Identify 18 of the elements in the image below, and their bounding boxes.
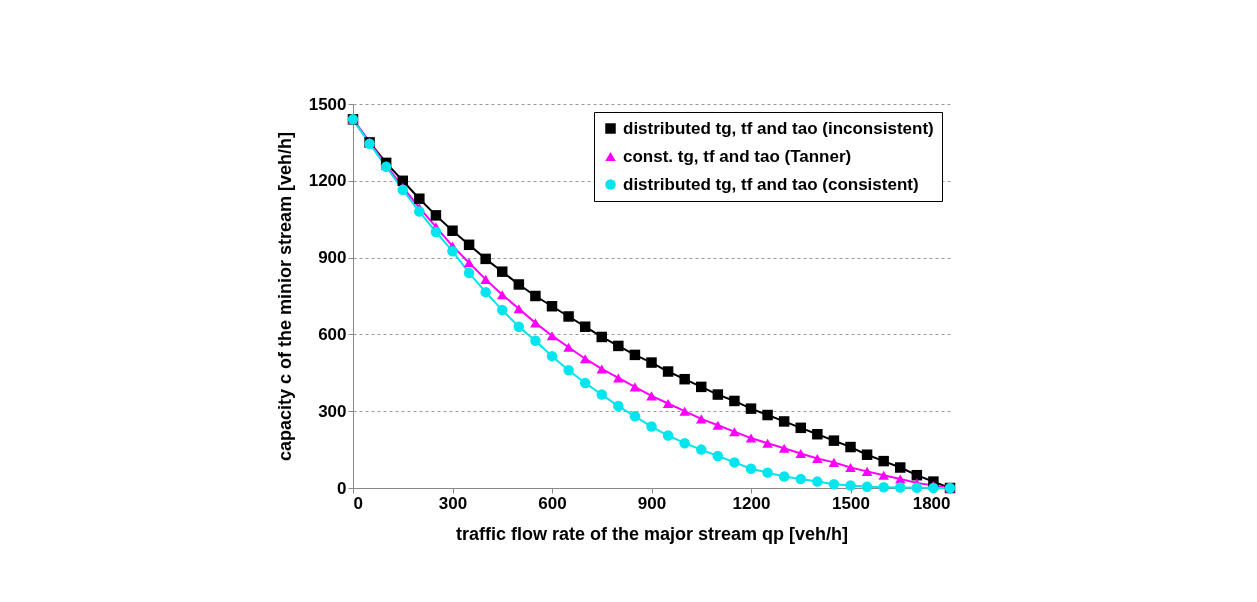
x-tick-label: 900 <box>637 493 667 513</box>
y-tick-label: 1200 <box>308 171 347 191</box>
x-tick-label: 300 <box>438 493 468 513</box>
x-tick-label: 1500 <box>832 493 870 513</box>
legend-label: distributed tg, tf and tao (consistent) <box>623 174 919 194</box>
x-axis-title: traffic flow rate of the major stream qp [veh/h] <box>455 523 849 544</box>
y-tick-label: 900 <box>318 248 347 268</box>
x-tick-label: 0 <box>353 493 363 513</box>
y-tick-label: 600 <box>318 324 347 344</box>
y-tick-label: 1500 <box>308 94 347 114</box>
legend-label: distributed tg, tf and tao (inconsistent) <box>623 118 934 138</box>
x-tick-label: 1200 <box>732 493 771 513</box>
y-axis-title: capacity c of the minior stream [veh/h] <box>274 131 295 462</box>
x-tick-label: 1800 <box>912 493 951 513</box>
y-tick-label: 0 <box>337 478 347 498</box>
x-tick-label: 600 <box>538 493 567 513</box>
legend-label: const. tg, tf and tao (Tanner) <box>623 146 852 166</box>
y-tick-label: 300 <box>318 401 347 421</box>
